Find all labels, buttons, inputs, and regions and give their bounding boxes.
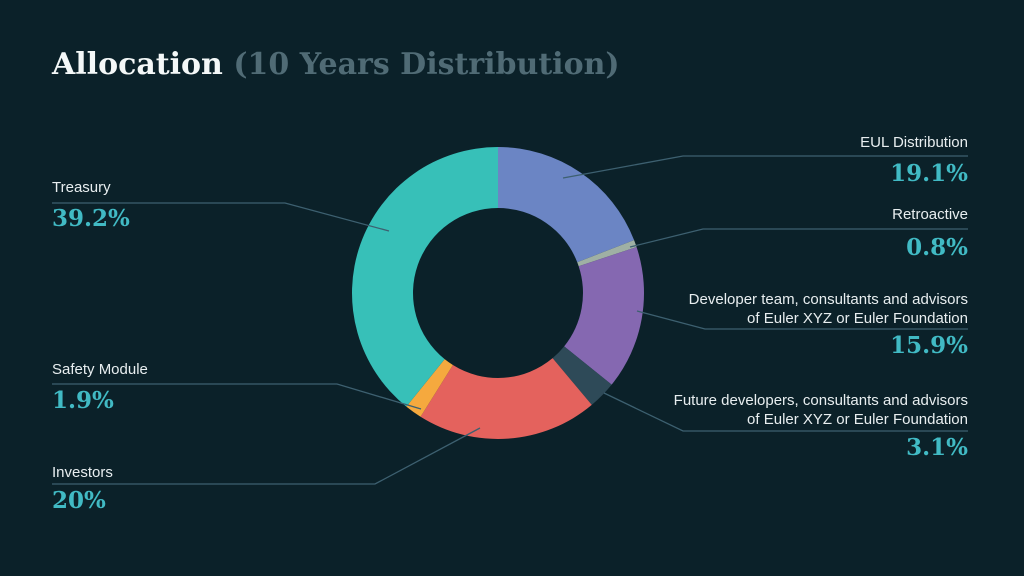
page-title-subtitle: (10 Years Distribution): [233, 47, 620, 82]
label-treasury: Treasury: [52, 179, 111, 196]
label-eul-distribution: EUL Distribution: [860, 134, 968, 151]
label-safety-module: Safety Module: [52, 361, 148, 378]
page-title: Allocation (10 Years Distribution): [52, 48, 620, 82]
donut-slices: [351, 147, 645, 439]
donut-slice-retroactive: [577, 240, 637, 267]
label-future-developers: Future developers, consultants and advis…: [673, 392, 968, 428]
leader-line-developer-team: [636, 310, 968, 330]
leader-line-eul-distribution: [562, 155, 968, 179]
leader-line-retroactive: [629, 228, 968, 248]
percent-investors: 20%: [52, 487, 106, 514]
leader-line-investors: [52, 427, 481, 485]
donut-slice-treasury: [351, 147, 498, 407]
donut-slice-safety-module: [406, 359, 453, 417]
donut-slice-future-developers: [552, 346, 612, 405]
percent-future-developers: 3.1%: [906, 434, 968, 461]
percent-eul-distribution: 19.1%: [890, 160, 968, 187]
donut-slice-eul-distribution: [498, 147, 635, 263]
label-retroactive: Retroactive: [892, 206, 968, 223]
percent-treasury: 39.2%: [52, 205, 130, 232]
label-investors: Investors: [52, 464, 113, 481]
percent-developer-team: 15.9%: [890, 332, 968, 359]
leader-line-future-developers: [603, 392, 968, 432]
percent-retroactive: 0.8%: [906, 234, 968, 261]
leader-lines: [52, 155, 968, 485]
leader-line-safety-module: [52, 383, 422, 410]
donut-slice-investors: [420, 358, 592, 439]
leader-line-treasury: [52, 202, 390, 232]
donut-slice-developer-team: [564, 247, 645, 385]
percent-safety-module: 1.9%: [52, 387, 114, 414]
label-developer-team: Developer team, consultants and advisors…: [688, 291, 968, 327]
page-title-main: Allocation: [52, 47, 223, 82]
